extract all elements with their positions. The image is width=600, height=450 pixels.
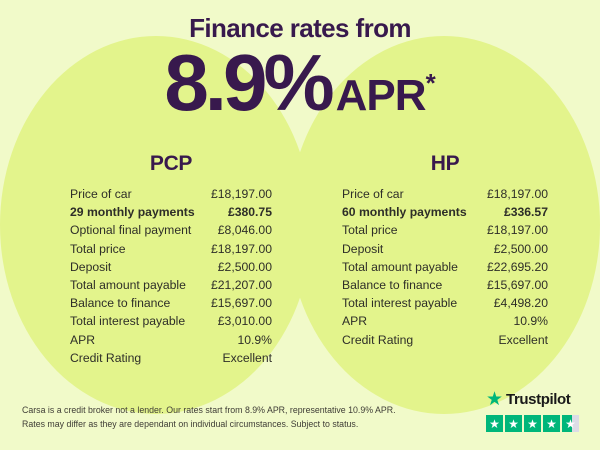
row-value: £2,500.00	[217, 259, 272, 274]
star-glyph: ★	[527, 416, 538, 431]
pcp-table-title: PCP	[149, 152, 193, 175]
table-row: Credit Rating Excellent	[342, 331, 548, 349]
table-row: APR 10.9%	[70, 331, 272, 349]
table-row: Balance to finance £15,697.00	[70, 294, 272, 312]
row-label: Total interest payable	[70, 314, 186, 329]
trustpilot-logo: ★ Trustpilot	[486, 390, 586, 409]
row-value: £15,697.00	[487, 278, 548, 293]
row-value: £18,197.00	[487, 187, 548, 201]
legal-disclaimer: Carsa is a credit broker not a lender. O…	[22, 404, 396, 431]
star-icon: ★	[505, 415, 522, 432]
table-row: Total interest payable £4,498.20	[342, 294, 548, 312]
trustpilot-widget: ★ Trustpilot ★ ★ ★ ★ ★	[486, 390, 586, 432]
row-label: Price of car	[342, 187, 404, 201]
row-label: Total amount payable	[342, 259, 458, 274]
row-value: £18,197.00	[211, 241, 272, 256]
row-label: Price of car	[70, 187, 132, 201]
row-value: Excellent	[498, 332, 548, 347]
trustpilot-star-icon: ★	[486, 389, 504, 410]
table-row: Price of car £18,197.00	[342, 185, 548, 203]
row-label: Credit Rating	[70, 350, 142, 365]
pcp-table: PCP Price of car £18,197.00 29 monthly p…	[70, 152, 272, 367]
star-glyph: ★	[565, 416, 576, 431]
row-label: Balance to finance	[342, 278, 443, 293]
table-row: Deposit £2,500.00	[70, 258, 272, 276]
trustpilot-brand-text: Trustpilot	[506, 391, 571, 408]
table-row: 29 monthly payments £380.75	[70, 203, 272, 221]
table-row: Price of car £18,197.00	[70, 185, 272, 203]
table-row: Total interest payable £3,010.00	[70, 312, 272, 330]
row-value: £22,695.20	[487, 259, 548, 274]
half-star-icon: ★	[562, 415, 579, 432]
row-label: Total price	[342, 223, 398, 238]
rate-value: 8.9%	[164, 38, 334, 127]
row-label: Optional final payment	[70, 223, 192, 238]
rate-unit: APR	[335, 71, 427, 120]
table-row: Deposit £2,500.00	[342, 240, 548, 258]
row-value: £21,207.00	[211, 278, 272, 293]
star-icon: ★	[486, 415, 503, 432]
row-label: Deposit	[70, 259, 112, 274]
row-value: £18,197.00	[487, 223, 548, 238]
table-row: Total price £18,197.00	[342, 221, 548, 239]
table-row: Total price £18,197.00	[70, 240, 272, 258]
row-value: £15,697.00	[211, 296, 272, 311]
row-label: Total interest payable	[342, 296, 458, 311]
star-icon: ★	[543, 415, 560, 432]
row-label: Balance to finance	[70, 296, 171, 311]
table-row: 60 monthly payments £336.57	[342, 203, 548, 221]
trustpilot-rating-stars: ★ ★ ★ ★ ★	[486, 415, 586, 432]
row-value: £8,046.00	[217, 223, 272, 238]
table-row: Credit Rating Excellent	[70, 349, 272, 367]
star-icon: ★	[524, 415, 541, 432]
row-value: 10.9%	[513, 314, 548, 329]
table-row: Total amount payable £22,695.20	[342, 258, 548, 276]
row-label: APR	[342, 314, 368, 329]
row-value: 10.9%	[237, 332, 272, 347]
row-value: £3,010.00	[217, 314, 272, 329]
star-glyph: ★	[489, 416, 500, 431]
hp-table-title: HP	[430, 152, 460, 175]
left-circle-background	[0, 36, 312, 414]
star-glyph: ★	[546, 416, 557, 431]
rate-line: 8.9% APR *	[0, 42, 600, 124]
table-row: APR 10.9%	[342, 312, 548, 330]
row-value: £4,498.20	[493, 296, 548, 311]
disclaimer-line-1: Carsa is a credit broker not a lender. O…	[22, 405, 396, 415]
row-label: Deposit	[342, 241, 384, 256]
table-row: Total amount payable £21,207.00	[70, 276, 272, 294]
row-label: Total amount payable	[70, 278, 186, 293]
row-label: Credit Rating	[342, 332, 414, 347]
headline: Finance rates from	[189, 13, 411, 43]
row-label: APR	[70, 332, 96, 347]
row-value: £2,500.00	[493, 241, 548, 256]
row-label: 60 monthly payments	[342, 205, 467, 220]
table-row: Optional final payment £8,046.00	[70, 221, 272, 239]
right-circle-background	[288, 36, 600, 414]
disclaimer-line-2: Rates may differ as they are dependant o…	[22, 418, 359, 429]
row-value: Excellent	[222, 350, 272, 365]
row-value: £336.57	[503, 205, 548, 220]
table-row: Balance to finance £15,697.00	[342, 276, 548, 294]
row-label: Total price	[70, 241, 126, 256]
row-label: 29 monthly payments	[70, 205, 195, 220]
star-glyph: ★	[508, 416, 519, 431]
rate-asterisk: *	[425, 68, 436, 98]
row-value: £380.75	[227, 205, 272, 220]
hp-table: HP Price of car £18,197.00 60 monthly pa…	[342, 152, 548, 349]
row-value: £18,197.00	[211, 187, 272, 201]
